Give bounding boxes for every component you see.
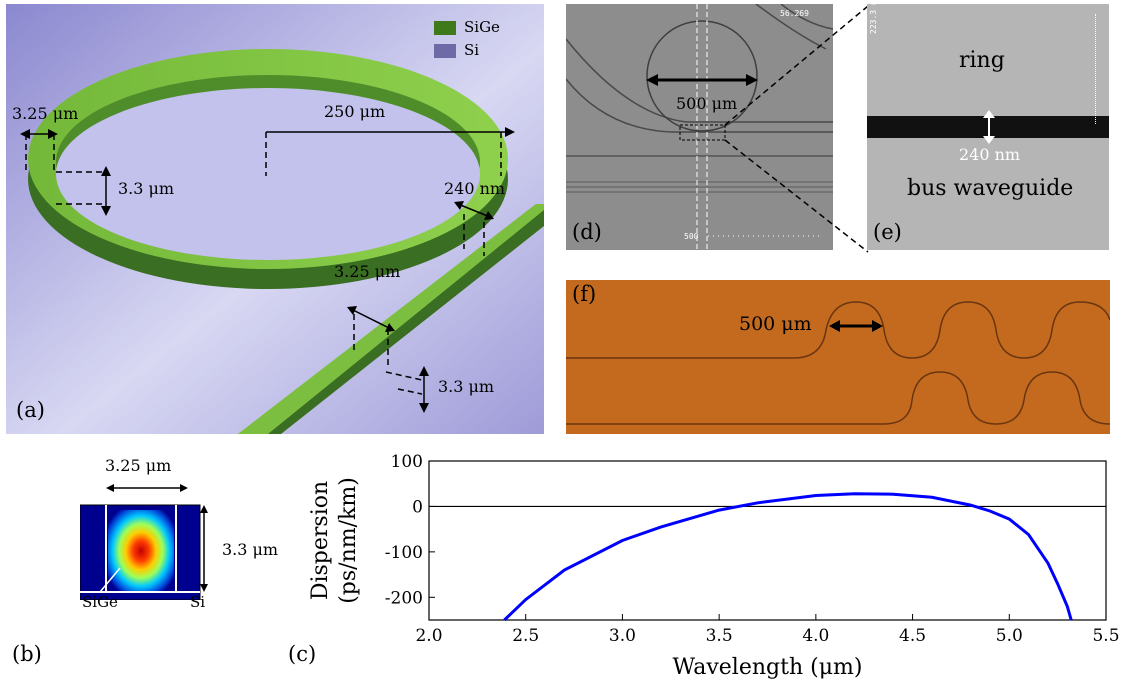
panel-a-label: (a) bbox=[16, 398, 45, 422]
bus-waveguide-top2 bbox=[238, 204, 544, 434]
panel-e: ring 240 nm bus waveguide 223.3 n (e) bbox=[867, 4, 1109, 250]
x-tick-label: 4.0 bbox=[802, 626, 829, 646]
legend-swatch-sige bbox=[434, 21, 456, 35]
dimension-arrowheads bbox=[20, 127, 515, 413]
y-axis-label-line1: Dispersion bbox=[308, 481, 333, 600]
panel-b-label: (b) bbox=[12, 642, 42, 666]
ring-width-label: 3.25 μm bbox=[12, 104, 79, 123]
panel-e-label: (e) bbox=[873, 220, 902, 244]
x-axis-label: Wavelength (μm) bbox=[673, 655, 863, 680]
panel-b: 3.25 μm 3.3 μm SiGe Si (b) bbox=[0, 440, 300, 690]
legend-label-sige: SiGe bbox=[464, 18, 500, 36]
core-material-label: SiGe bbox=[82, 593, 118, 611]
y-tick-label: -200 bbox=[385, 588, 423, 608]
ring-inner-hole bbox=[56, 88, 480, 260]
sem-ring-image bbox=[566, 4, 833, 250]
mode-height-label: 3.3 μm bbox=[222, 540, 279, 559]
gap-width-label: 240 nm bbox=[959, 145, 1021, 164]
panel-d: 500 μm 56.269 500 (d) bbox=[566, 4, 833, 250]
dimension-lines bbox=[25, 131, 511, 409]
legend-label-si: Si bbox=[464, 41, 480, 59]
mode-profile bbox=[80, 484, 208, 600]
plot-frame bbox=[428, 460, 1107, 621]
dispersion-chart: 2.0 2.5 3.0 3.5 4.0 4.5 5.0 5.5 100 0 -100 -200 Wave… bbox=[308, 452, 1120, 680]
gap-label: 240 nm bbox=[444, 179, 506, 198]
y-axis-label-line2: (ps/nm/km) bbox=[336, 477, 361, 604]
x-tick-label: 5.5 bbox=[1092, 626, 1119, 646]
sem-scale-label: 500 bbox=[684, 232, 699, 241]
mode-width-label: 3.25 μm bbox=[105, 456, 172, 475]
panel-c-label: (c) bbox=[288, 642, 317, 666]
y-tick-label: 100 bbox=[391, 452, 423, 472]
period-label: 500 μm bbox=[739, 313, 812, 335]
ring-height-label: 3.3 μm bbox=[118, 179, 175, 198]
radius-label: 250 μm bbox=[324, 102, 386, 121]
y-tick-label: -100 bbox=[385, 543, 423, 563]
sem-scale-bar bbox=[1095, 14, 1097, 124]
x-tick-label: 2.0 bbox=[415, 626, 442, 646]
ring-resonator-render bbox=[6, 4, 544, 434]
substrate-material-label: Si bbox=[190, 593, 206, 611]
zoom-connector bbox=[724, 5, 869, 253]
bus-height-label: 3.3 μm bbox=[438, 377, 495, 396]
y-tick-label: 0 bbox=[412, 497, 423, 517]
bus-width-label: 3.25 μm bbox=[334, 262, 401, 281]
panel-f: 500 μm (f) bbox=[566, 280, 1110, 434]
x-tick-label: 3.5 bbox=[706, 626, 733, 646]
bus-region-label: bus waveguide bbox=[907, 176, 1074, 201]
legend-swatch-si bbox=[434, 44, 456, 58]
sem-readout: 56.269 bbox=[780, 9, 809, 18]
panel-f-label: (f) bbox=[572, 282, 597, 306]
ring-diameter-label: 500 μm bbox=[676, 94, 738, 113]
gap-arrow bbox=[983, 110, 995, 144]
ring-region-label: ring bbox=[959, 48, 1005, 73]
panel-d-label: (d) bbox=[572, 220, 602, 244]
sem-scale-text: 223.3 n bbox=[869, 4, 878, 34]
dispersion-curve bbox=[503, 492, 1073, 622]
x-tick-label: 4.5 bbox=[899, 626, 926, 646]
panel-a: SiGe Si 3.25 μm 250 μm 3.3 μm 240 nm 3.2… bbox=[6, 4, 544, 434]
x-tick-label: 2.5 bbox=[512, 626, 539, 646]
optical-micrograph bbox=[566, 301, 1110, 425]
x-tick-label: 5.0 bbox=[996, 626, 1023, 646]
x-tick-label: 3.0 bbox=[609, 626, 636, 646]
